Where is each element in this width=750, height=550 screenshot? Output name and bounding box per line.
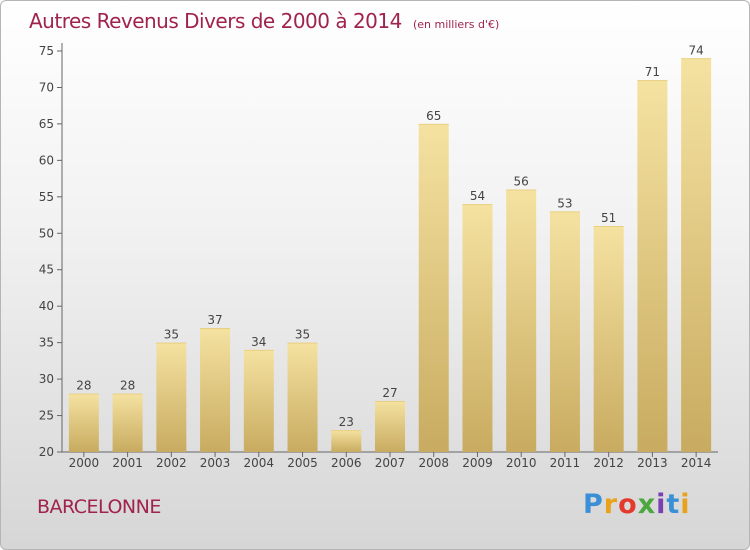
x-tick-label: 2009 — [462, 456, 493, 470]
bar — [331, 430, 362, 452]
bar-value-label: 53 — [557, 196, 572, 210]
bar-value-label: 28 — [76, 379, 91, 393]
bar — [681, 58, 712, 453]
logo-letter: i — [680, 489, 691, 520]
x-tick-label: 2003 — [200, 456, 231, 470]
y-tick-label: 75 — [39, 44, 54, 58]
bar-value-label: 51 — [601, 211, 616, 225]
bar — [287, 342, 318, 452]
bar-value-label: 23 — [339, 415, 354, 429]
x-tick-label: 2005 — [287, 456, 318, 470]
bar — [68, 393, 99, 452]
bar — [156, 342, 187, 452]
logo-letter: r — [603, 489, 619, 520]
bar-value-label: 37 — [207, 313, 222, 327]
y-tick-label: 70 — [39, 80, 54, 94]
logo-letter: P — [583, 489, 604, 520]
bar-value-label: 74 — [688, 43, 703, 57]
bar-value-label: 27 — [382, 386, 397, 400]
bar — [200, 328, 231, 452]
bar — [112, 393, 143, 452]
bar — [637, 80, 668, 452]
chart-title-block: Autres Revenus Divers de 2000 à 2014 (en… — [29, 9, 499, 33]
city-label: BARCELONNE — [37, 496, 161, 518]
bar-value-label: 35 — [164, 328, 179, 342]
chart-subtitle: (en milliers d'€) — [412, 18, 500, 31]
x-tick-label: 2008 — [418, 456, 449, 470]
y-tick-label: 30 — [39, 372, 54, 386]
logo-letter: i — [656, 489, 667, 520]
logo-letter: t — [666, 489, 681, 520]
x-tick-label: 2000 — [69, 456, 100, 470]
y-tick-label: 20 — [39, 445, 54, 459]
y-tick-label: 40 — [39, 299, 54, 313]
y-tick-label: 35 — [39, 336, 54, 350]
bar — [462, 204, 493, 452]
x-tick-label: 2002 — [156, 456, 187, 470]
bar-value-label: 56 — [514, 175, 529, 189]
x-tick-label: 2001 — [112, 456, 143, 470]
bar — [506, 189, 537, 452]
x-tick-label: 2011 — [550, 456, 581, 470]
bar-value-label: 35 — [295, 328, 310, 342]
bar — [593, 225, 624, 452]
y-tick-label: 50 — [39, 226, 54, 240]
bar-value-label: 65 — [426, 109, 441, 123]
logo-letter: x — [637, 489, 657, 520]
logo-letter: o — [618, 489, 638, 520]
y-tick-label: 25 — [39, 409, 54, 423]
bar-value-label: 54 — [470, 189, 485, 203]
proxiti-logo: Proxiti — [583, 489, 691, 520]
x-tick-label: 2004 — [244, 456, 275, 470]
x-tick-label: 2012 — [593, 456, 624, 470]
y-tick-label: 65 — [39, 117, 54, 131]
x-tick-label: 2010 — [506, 456, 537, 470]
bar-value-label: 71 — [645, 65, 660, 79]
x-tick-label: 2014 — [681, 456, 712, 470]
x-tick-label: 2007 — [375, 456, 406, 470]
bar — [418, 123, 449, 452]
bar — [549, 211, 580, 452]
y-tick-label: 45 — [39, 263, 54, 277]
chart-title: Autres Revenus Divers de 2000 à 2014 — [29, 9, 402, 33]
x-tick-label: 2006 — [331, 456, 362, 470]
bar — [243, 349, 274, 452]
y-tick-label: 55 — [39, 190, 54, 204]
bar-value-label: 34 — [251, 335, 266, 349]
y-tick-label: 60 — [39, 153, 54, 167]
bar — [375, 400, 405, 452]
x-tick-label: 2013 — [637, 456, 668, 470]
bar-value-label: 28 — [120, 379, 135, 393]
